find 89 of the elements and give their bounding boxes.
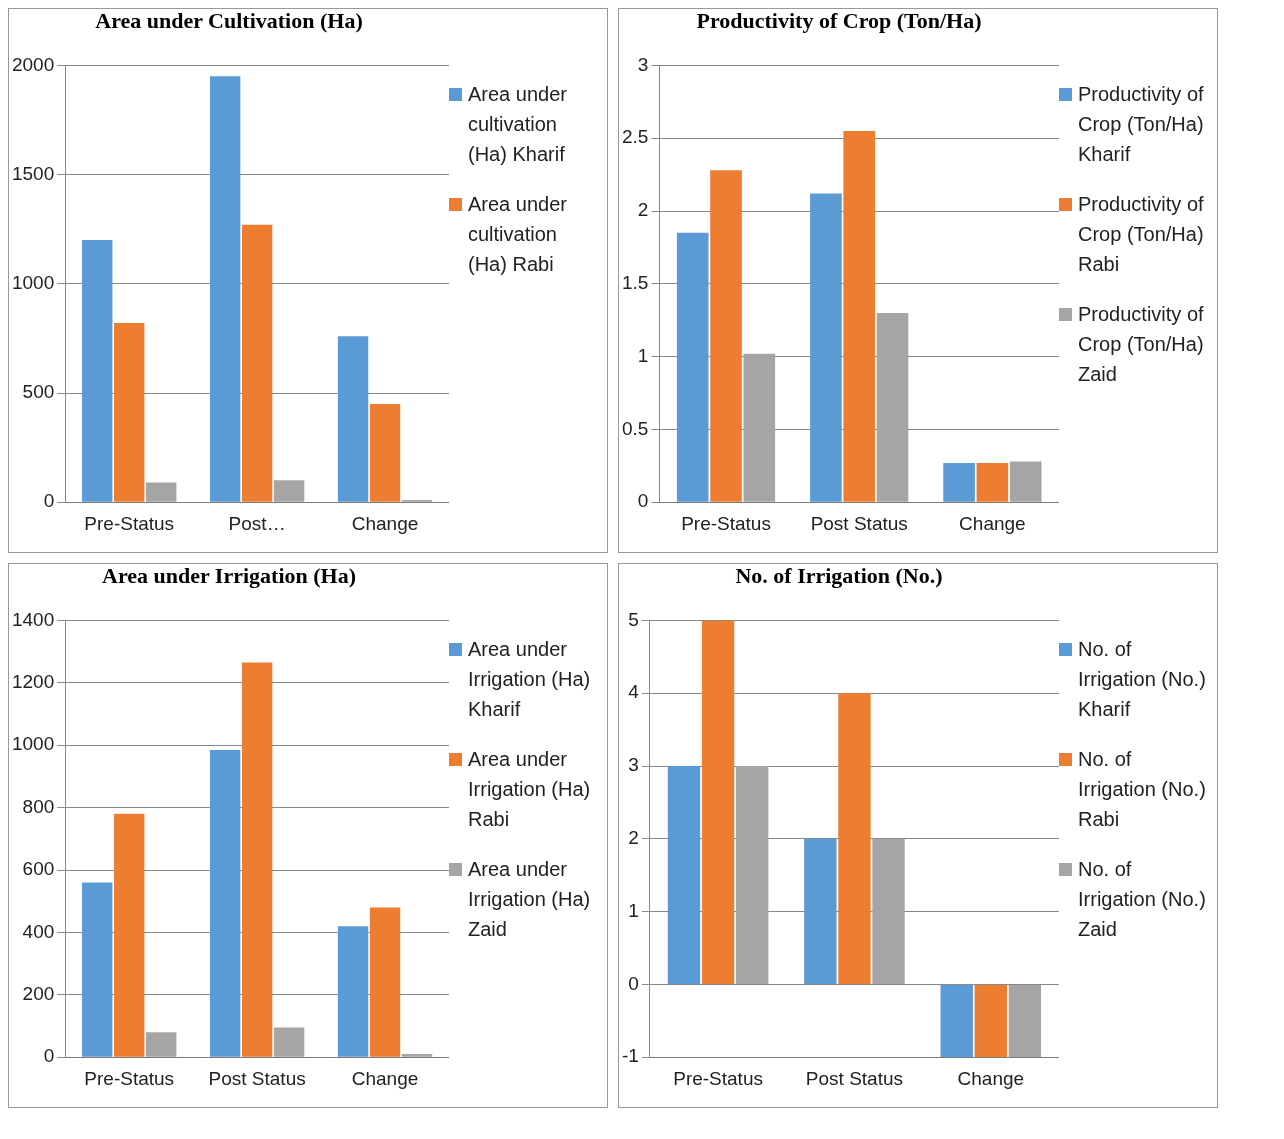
- y-tick-label: 500: [22, 381, 55, 403]
- legend-label: Productivity of Crop (Ton/Ha) Rabi: [1078, 192, 1205, 277]
- legend-label: Area under Irrigation (Ha) Rabi: [468, 747, 592, 832]
- bar: [667, 766, 701, 984]
- y-tick-label: 2.5: [621, 126, 649, 148]
- y-tick-label: 1: [637, 344, 649, 366]
- y-tick-label: 1.5: [621, 272, 649, 294]
- bar: [876, 312, 909, 502]
- y-tick-label: 1000: [11, 733, 55, 755]
- x-tick-label: Post Status: [208, 1067, 306, 1089]
- y-tick-label: 400: [22, 920, 55, 942]
- bar: [114, 813, 145, 1057]
- x-tick-label: Pre-Status: [673, 1067, 763, 1089]
- x-tick-label: Pre-Status: [84, 1067, 175, 1089]
- bar: [701, 620, 735, 984]
- bar: [209, 749, 241, 1057]
- y-tick-label: 0: [43, 1045, 55, 1067]
- bar: [337, 926, 369, 1057]
- x-tick-label: Post…: [228, 512, 286, 534]
- legend-label: No. of Irrigation (No.) Rabi: [1078, 747, 1207, 832]
- y-tick-label: 0.5: [621, 417, 649, 439]
- chart-title: Area under Irrigation (Ha): [102, 562, 356, 588]
- bar: [1009, 461, 1042, 502]
- legend-label: Area under cultivation (Ha) Kharif: [468, 82, 568, 167]
- legend-label: Area under Irrigation (Ha) Zaid: [468, 857, 592, 942]
- y-tick-label: 2: [637, 199, 649, 221]
- bar: [337, 336, 369, 502]
- y-tick-label: 3: [628, 754, 639, 776]
- bar: [676, 232, 709, 502]
- legend-label: Productivity of Crop (Ton/Ha) Zaid: [1078, 302, 1205, 387]
- x-tick-label: Change: [351, 1067, 419, 1089]
- bar: [241, 224, 273, 502]
- bar: [209, 76, 241, 502]
- bar: [843, 130, 876, 502]
- bar: [872, 838, 905, 984]
- legend-label: Productivity of Crop (Ton/Ha) Kharif: [1078, 82, 1205, 167]
- x-tick-label: Pre-Status: [84, 512, 175, 534]
- bar: [710, 170, 742, 502]
- y-tick-label: 1000: [11, 272, 55, 294]
- bar: [735, 766, 769, 984]
- x-tick-label: Pre-Status: [681, 512, 771, 534]
- y-tick-label: 0: [43, 490, 55, 512]
- bar: [146, 1032, 177, 1057]
- x-tick-label: Change: [959, 512, 1026, 534]
- x-tick-label: Post Status: [810, 512, 908, 534]
- bar: [82, 240, 113, 502]
- y-tick-label: 1200: [11, 671, 55, 693]
- bar: [114, 323, 145, 502]
- y-tick-label: 800: [22, 795, 55, 817]
- x-tick-label: Change: [957, 1067, 1025, 1089]
- bar: [943, 462, 975, 502]
- bar: [976, 462, 1009, 502]
- legend-label: No. of Irrigation (No.) Kharif: [1078, 637, 1207, 722]
- bar: [743, 353, 776, 502]
- chart-title: Productivity of Crop (Ton/Ha): [696, 7, 982, 33]
- x-tick-label: Change: [351, 512, 419, 534]
- y-tick-label: 3: [637, 53, 649, 75]
- y-tick-label: 200: [22, 983, 55, 1005]
- y-tick-label: -1: [621, 1045, 639, 1067]
- bar: [940, 984, 973, 1058]
- y-tick-label: 0: [628, 972, 639, 994]
- bar: [273, 480, 305, 502]
- x-tick-label: Post Status: [805, 1067, 904, 1089]
- y-tick-label: 2: [628, 827, 639, 849]
- legend-label: Area under cultivation (Ha) Rabi: [468, 192, 568, 277]
- bar: [82, 882, 113, 1057]
- y-tick-label: 1400: [11, 608, 55, 630]
- bar: [241, 662, 273, 1057]
- chart-title: No. of Irrigation (No.): [735, 562, 943, 588]
- bar: [1008, 984, 1042, 1058]
- bar: [810, 193, 842, 502]
- bar: [369, 403, 401, 502]
- y-tick-label: 0: [637, 490, 649, 512]
- y-tick-label: 5: [628, 608, 639, 630]
- bar: [369, 907, 401, 1057]
- chart-title: Area under Cultivation (Ha): [95, 7, 363, 33]
- legend-label: Area under Irrigation (Ha) Kharif: [468, 637, 592, 722]
- y-tick-label: 4: [628, 681, 640, 703]
- y-tick-label: 2000: [11, 53, 55, 75]
- bar: [974, 984, 1008, 1058]
- bar: [273, 1027, 305, 1057]
- bar: [838, 693, 871, 984]
- y-tick-label: 1: [628, 899, 639, 921]
- bar: [146, 482, 177, 502]
- y-tick-label: 1500: [11, 162, 55, 184]
- legend-label: No. of Irrigation (No.) Zaid: [1078, 857, 1207, 942]
- y-tick-label: 600: [22, 858, 55, 880]
- bar: [804, 838, 837, 984]
- bar: [401, 1054, 433, 1057]
